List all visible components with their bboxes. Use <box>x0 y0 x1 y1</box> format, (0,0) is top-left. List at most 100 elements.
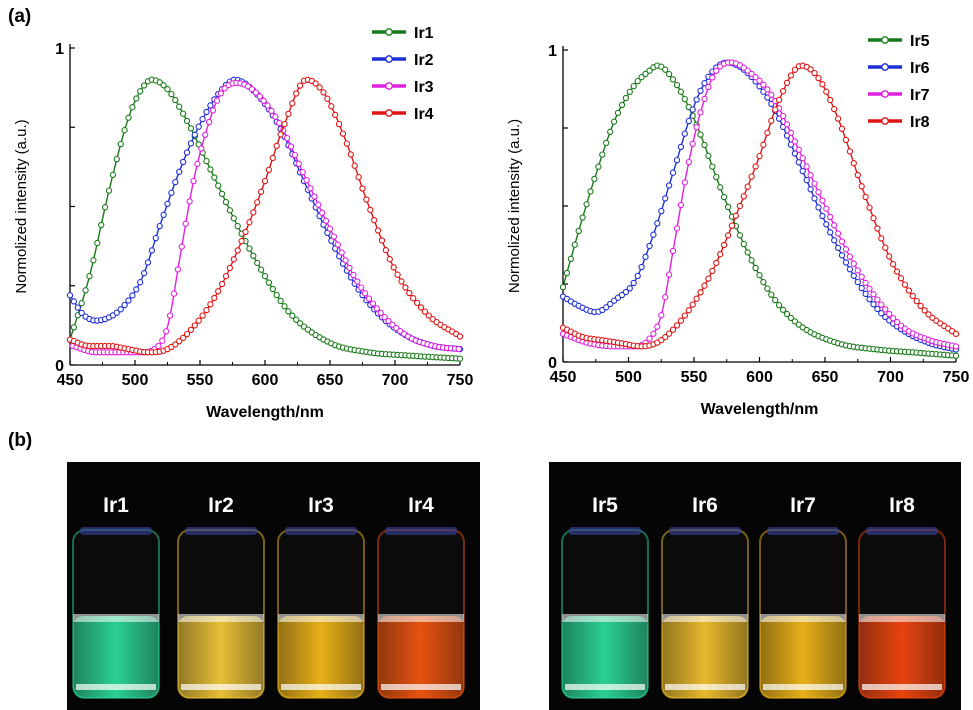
data-point <box>289 312 296 319</box>
data-point <box>456 333 464 340</box>
data-point <box>179 334 187 342</box>
data-point <box>669 169 677 176</box>
data-point <box>736 232 744 239</box>
data-point <box>293 316 300 323</box>
data-point <box>819 197 826 204</box>
data-point <box>382 247 390 254</box>
data-point <box>658 312 665 319</box>
data-point <box>889 315 897 322</box>
vial-glass <box>561 527 649 699</box>
data-point <box>905 287 912 294</box>
data-point <box>179 110 187 117</box>
data-point <box>846 253 854 260</box>
data-point <box>191 131 198 138</box>
data-point <box>866 204 873 211</box>
data-point <box>823 205 830 212</box>
data-point <box>246 245 253 252</box>
data-point <box>685 158 692 166</box>
data-point <box>342 257 349 264</box>
data-point <box>634 77 641 85</box>
data-point <box>346 264 353 272</box>
data-point <box>799 167 806 175</box>
data-point <box>681 179 688 186</box>
data-point <box>261 273 269 280</box>
data-point <box>421 308 429 315</box>
data-point <box>768 91 775 98</box>
data-point <box>610 118 618 125</box>
data-point <box>732 212 740 219</box>
data-point <box>256 93 263 100</box>
data-point <box>764 285 771 292</box>
data-point <box>394 271 401 278</box>
legend-label: Ir4 <box>414 106 434 123</box>
vial-ir2: Ir2 <box>175 462 267 710</box>
data-point <box>689 140 696 147</box>
data-point <box>756 152 763 160</box>
data-point <box>952 330 960 338</box>
data-point <box>858 273 865 280</box>
data-point <box>858 284 865 292</box>
data-point <box>74 304 81 311</box>
data-point <box>273 291 280 299</box>
data-point <box>752 163 759 170</box>
data-point <box>121 301 128 309</box>
data-point <box>199 115 206 123</box>
data-point <box>748 173 755 180</box>
data-point <box>827 213 834 221</box>
data-point <box>854 278 861 286</box>
data-point <box>125 114 132 121</box>
data-point <box>819 81 826 88</box>
data-point <box>129 104 136 111</box>
data-point <box>320 89 327 96</box>
data-point <box>291 151 299 159</box>
data-point <box>764 86 771 93</box>
legend-marker <box>385 82 393 90</box>
data-point <box>681 130 688 137</box>
vial-label: Ir7 <box>790 494 816 517</box>
data-point <box>622 288 630 296</box>
data-point <box>101 204 109 211</box>
data-point <box>882 306 889 313</box>
data-point <box>254 259 261 267</box>
data-point <box>226 207 234 214</box>
vial-glass <box>72 527 160 699</box>
vial-ir3: Ir3 <box>275 462 367 710</box>
data-point <box>760 81 767 88</box>
data-point <box>775 302 783 309</box>
series-line <box>72 82 461 353</box>
data-point <box>330 233 338 240</box>
data-point <box>693 124 700 131</box>
data-point <box>768 117 775 124</box>
data-point <box>842 136 850 144</box>
vial-photo-right: Ir5 Ir6 Ir7 Ir8 <box>549 462 961 710</box>
data-point <box>779 112 787 120</box>
data-point <box>222 198 230 206</box>
vial-label: Ir8 <box>889 494 915 517</box>
legend-marker <box>385 28 393 36</box>
data-point <box>607 128 614 135</box>
data-point <box>665 271 673 278</box>
data-point <box>385 317 392 325</box>
legend-label: Ir3 <box>414 79 434 96</box>
data-point <box>681 312 688 319</box>
data-point <box>595 163 602 170</box>
data-point <box>807 186 814 193</box>
data-point <box>724 203 732 211</box>
data-point <box>272 113 279 120</box>
data-point <box>791 138 799 145</box>
data-point <box>807 171 814 179</box>
data-point <box>638 74 645 81</box>
data-point <box>925 311 932 318</box>
data-point <box>268 107 275 115</box>
data-point <box>140 270 148 277</box>
data-point <box>195 317 202 324</box>
spectra-figure: 450 500 550 600 650 700 750 0 1 Wavelength/nm Norm… <box>13 25 969 421</box>
data-point <box>109 171 117 178</box>
data-point <box>650 231 657 238</box>
data-point <box>148 247 156 254</box>
data-point <box>215 182 222 189</box>
legend-marker <box>881 90 889 98</box>
data-point <box>277 131 284 138</box>
data-point <box>862 279 869 287</box>
legend: Ir1 Ir2 Ir3 Ir4 <box>372 25 434 123</box>
